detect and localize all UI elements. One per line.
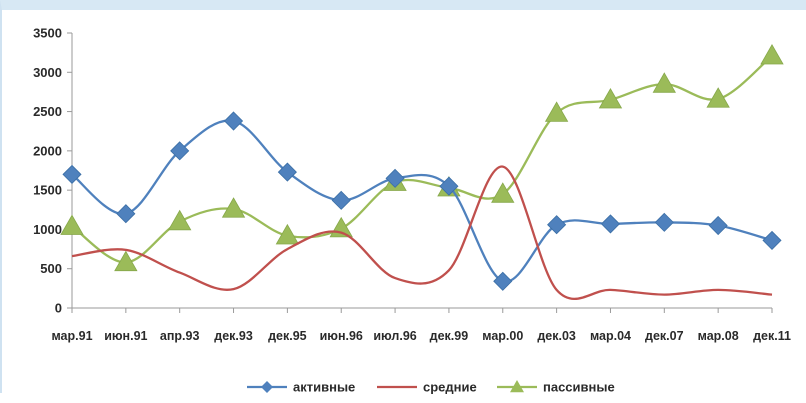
data-point: [547, 215, 567, 235]
data-point: [598, 87, 623, 109]
data-point: [62, 164, 82, 184]
x-tick-label: дек.99: [430, 329, 469, 343]
data-point: [275, 223, 300, 245]
series-line: [71, 165, 773, 301]
data-point: [385, 168, 405, 188]
data-point: [60, 214, 84, 235]
series-1: [62, 111, 782, 291]
data-point: [221, 197, 246, 218]
x-tick-label: мар.08: [698, 329, 739, 343]
data-point: [654, 212, 674, 232]
x-tick-label: апр.93: [160, 329, 200, 343]
y-tick-label: 2000: [33, 143, 62, 158]
data-point: [439, 176, 459, 196]
axes: 0 500 1000 1500 2000 2500 3000 3500 мар.91 июн.91…: [33, 26, 791, 344]
data-point: [170, 141, 190, 161]
x-tick-label: дек.95: [268, 329, 307, 343]
y-tick-label: 2500: [33, 104, 62, 119]
data-point: [493, 271, 513, 291]
data-point: [329, 216, 353, 238]
legend-item: активные: [247, 380, 355, 395]
data-point: [277, 162, 297, 182]
data-point: [708, 215, 728, 236]
x-tick-label: июн.96: [320, 329, 363, 343]
legend-item: средние: [377, 380, 477, 395]
legend-label: средние: [423, 380, 477, 395]
x-tick-label: июн.91: [104, 329, 147, 343]
data-point: [652, 72, 676, 93]
x-tick-label: мар.91: [51, 329, 92, 343]
x-tick-label: дек.11: [753, 329, 791, 343]
data-point: [331, 190, 351, 210]
legend-label: пассивные: [543, 380, 615, 395]
legend: активные средние пассивные: [247, 380, 615, 395]
data-point: [491, 182, 515, 203]
legend-marker: [261, 381, 273, 393]
y-tick-label: 3000: [33, 65, 62, 80]
y-tick-label: 3500: [33, 26, 62, 41]
data-point: [544, 101, 569, 122]
series-3: [60, 43, 784, 272]
x-tick-label: мар.04: [590, 329, 631, 343]
x-tick-label: июл.96: [373, 329, 416, 343]
data-point: [223, 111, 244, 131]
x-tick-label: мар.00: [482, 329, 523, 343]
data-point: [762, 230, 782, 250]
data-point: [116, 204, 136, 224]
data-point: [168, 209, 192, 231]
x-tick-label: дек.03: [537, 329, 576, 343]
x-tick-label: дек.07: [645, 329, 684, 343]
data-point: [114, 250, 138, 272]
legend-item: пассивные: [497, 380, 615, 395]
legend-marker: [510, 380, 524, 393]
line-chart: 0 500 1000 1500 2000 2500 3000 3500 мар.91 июн.91…: [33, 26, 791, 395]
y-tick-label: 1000: [33, 222, 62, 237]
data-point: [600, 214, 621, 234]
y-tick-label: 0: [55, 301, 62, 316]
data-point: [760, 43, 784, 65]
x-tick-label: дек.93: [214, 329, 253, 343]
data-point: [706, 87, 730, 108]
y-tick-label: 1500: [33, 183, 62, 198]
y-tick-label: 500: [40, 261, 62, 276]
series-2: [71, 165, 773, 301]
series-layer: [60, 43, 784, 301]
legend-label: активные: [293, 380, 355, 395]
